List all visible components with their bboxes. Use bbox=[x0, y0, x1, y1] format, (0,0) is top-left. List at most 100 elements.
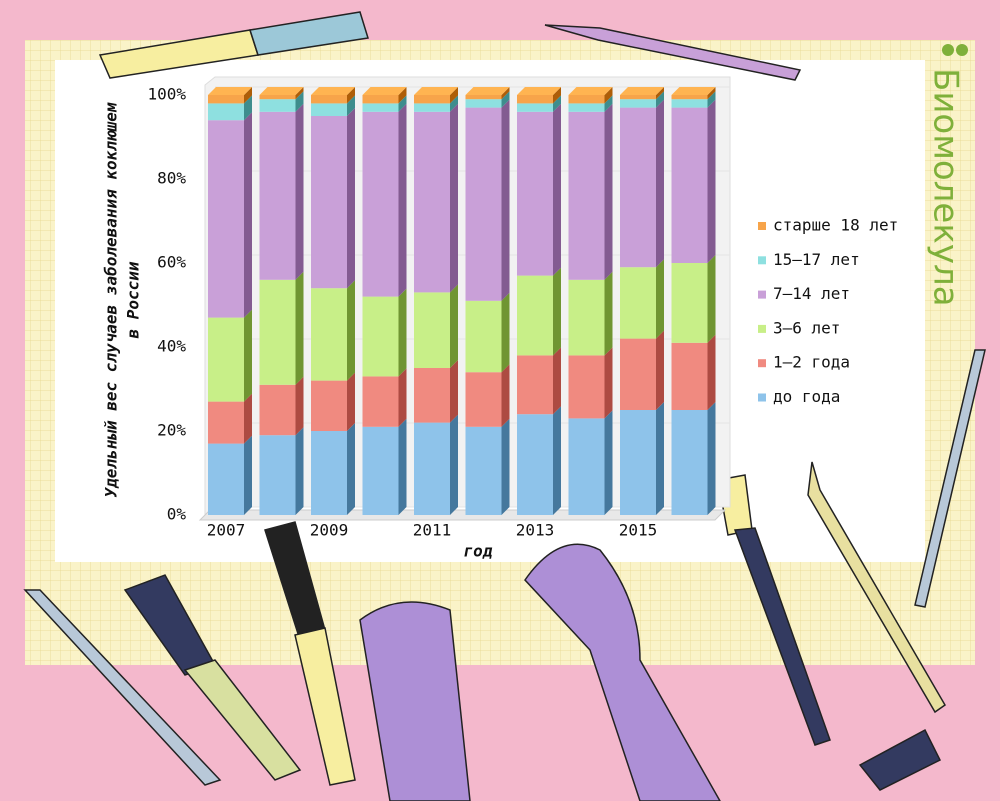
bar-segment bbox=[517, 103, 553, 112]
bar-segment bbox=[465, 300, 502, 373]
brand-logo bbox=[942, 44, 968, 56]
bar-side bbox=[604, 95, 613, 112]
y-axis-title: в России bbox=[124, 261, 143, 338]
bar-segment bbox=[311, 103, 347, 116]
bar-top bbox=[414, 87, 458, 95]
bar-segment bbox=[671, 107, 708, 263]
bar-segment bbox=[208, 120, 244, 318]
bar-segment bbox=[208, 401, 244, 444]
bar-segment bbox=[620, 267, 656, 339]
bar-segment bbox=[362, 103, 399, 112]
bar-side bbox=[604, 87, 613, 104]
bar-segment bbox=[568, 103, 605, 112]
bar-side bbox=[295, 91, 304, 112]
bar-side bbox=[347, 95, 355, 116]
bar-segment bbox=[465, 99, 502, 108]
bar-side bbox=[347, 372, 355, 431]
bar-side bbox=[604, 271, 613, 356]
legend-swatch bbox=[758, 393, 766, 402]
brand: Биомолекула bbox=[926, 68, 966, 307]
bar-side bbox=[244, 95, 252, 121]
bar-segment bbox=[568, 95, 605, 104]
bar-segment bbox=[259, 384, 296, 436]
legend-label: до года bbox=[773, 387, 840, 406]
bar-top bbox=[568, 87, 613, 95]
bar-segment bbox=[465, 95, 502, 100]
legend-label: 7–14 лет bbox=[773, 284, 850, 303]
bar-side bbox=[398, 95, 407, 112]
x-tick-label: 2007 bbox=[207, 521, 246, 540]
bar-side bbox=[244, 87, 252, 104]
bar-segment bbox=[362, 296, 399, 377]
bar-side bbox=[295, 87, 304, 100]
bar-segment bbox=[259, 111, 296, 280]
bar-segment bbox=[414, 368, 450, 423]
bar-side bbox=[244, 112, 252, 318]
y-tick-label: 0% bbox=[167, 505, 187, 524]
bar-side bbox=[347, 423, 355, 515]
bar-side bbox=[501, 364, 510, 427]
bar-side bbox=[553, 87, 561, 104]
bar-top bbox=[208, 87, 252, 95]
bar-segment bbox=[414, 292, 450, 368]
bar-side bbox=[604, 347, 613, 419]
bar-side bbox=[707, 87, 716, 100]
bar-segment bbox=[362, 426, 399, 515]
bar-side bbox=[501, 418, 510, 515]
bar-side bbox=[553, 95, 561, 112]
bar-segment bbox=[620, 99, 656, 108]
bar-segment bbox=[414, 111, 450, 293]
y-tick-label: 80% bbox=[157, 169, 186, 188]
bar-side bbox=[398, 418, 407, 515]
bar-side bbox=[656, 330, 664, 410]
x-tick-label: 2013 bbox=[516, 521, 555, 540]
bar-segment bbox=[311, 116, 347, 289]
bar-side bbox=[707, 91, 716, 108]
x-tick-label: 2009 bbox=[310, 521, 349, 540]
bar-segment bbox=[414, 422, 450, 515]
y-tick-label: 40% bbox=[157, 337, 186, 356]
bar-segment bbox=[671, 95, 708, 100]
bar-side bbox=[707, 402, 716, 515]
legend-swatch bbox=[758, 290, 766, 299]
bar-segment bbox=[208, 317, 244, 402]
bar-segment bbox=[208, 95, 244, 104]
bar-side bbox=[295, 271, 304, 385]
bar-side bbox=[656, 259, 664, 339]
bar-segment bbox=[671, 263, 708, 343]
bar-side bbox=[656, 87, 664, 100]
bar-side bbox=[450, 103, 458, 293]
x-axis-title: год bbox=[464, 542, 493, 561]
bar-side bbox=[553, 103, 561, 276]
x-tick-label: 2015 bbox=[619, 521, 658, 540]
bar-segment bbox=[311, 95, 347, 104]
bar-segment bbox=[620, 410, 656, 515]
bar-side bbox=[501, 99, 510, 301]
legend-swatch bbox=[758, 324, 766, 333]
bar-segment bbox=[517, 275, 553, 356]
bar-side bbox=[707, 334, 716, 410]
bar-segment bbox=[311, 288, 347, 381]
bar-side bbox=[656, 91, 664, 108]
x-tick-label: 2011 bbox=[413, 521, 452, 540]
bar-segment bbox=[620, 107, 656, 268]
bar-side bbox=[244, 309, 252, 402]
bar-segment bbox=[259, 435, 296, 515]
bar-side bbox=[450, 414, 458, 515]
bar-segment bbox=[259, 95, 296, 100]
bar-segment bbox=[259, 279, 296, 385]
bar-side bbox=[656, 402, 664, 515]
bar-side bbox=[656, 99, 664, 268]
bar-side bbox=[450, 284, 458, 368]
bar-side bbox=[707, 255, 716, 343]
bar-side bbox=[347, 87, 355, 104]
bar-segment bbox=[414, 95, 450, 104]
bar-side bbox=[501, 91, 510, 108]
bar-side bbox=[295, 103, 304, 280]
bar-side bbox=[553, 347, 561, 415]
bar-side bbox=[450, 360, 458, 423]
decorations bbox=[23, 11, 986, 801]
bar-segment bbox=[671, 410, 708, 515]
